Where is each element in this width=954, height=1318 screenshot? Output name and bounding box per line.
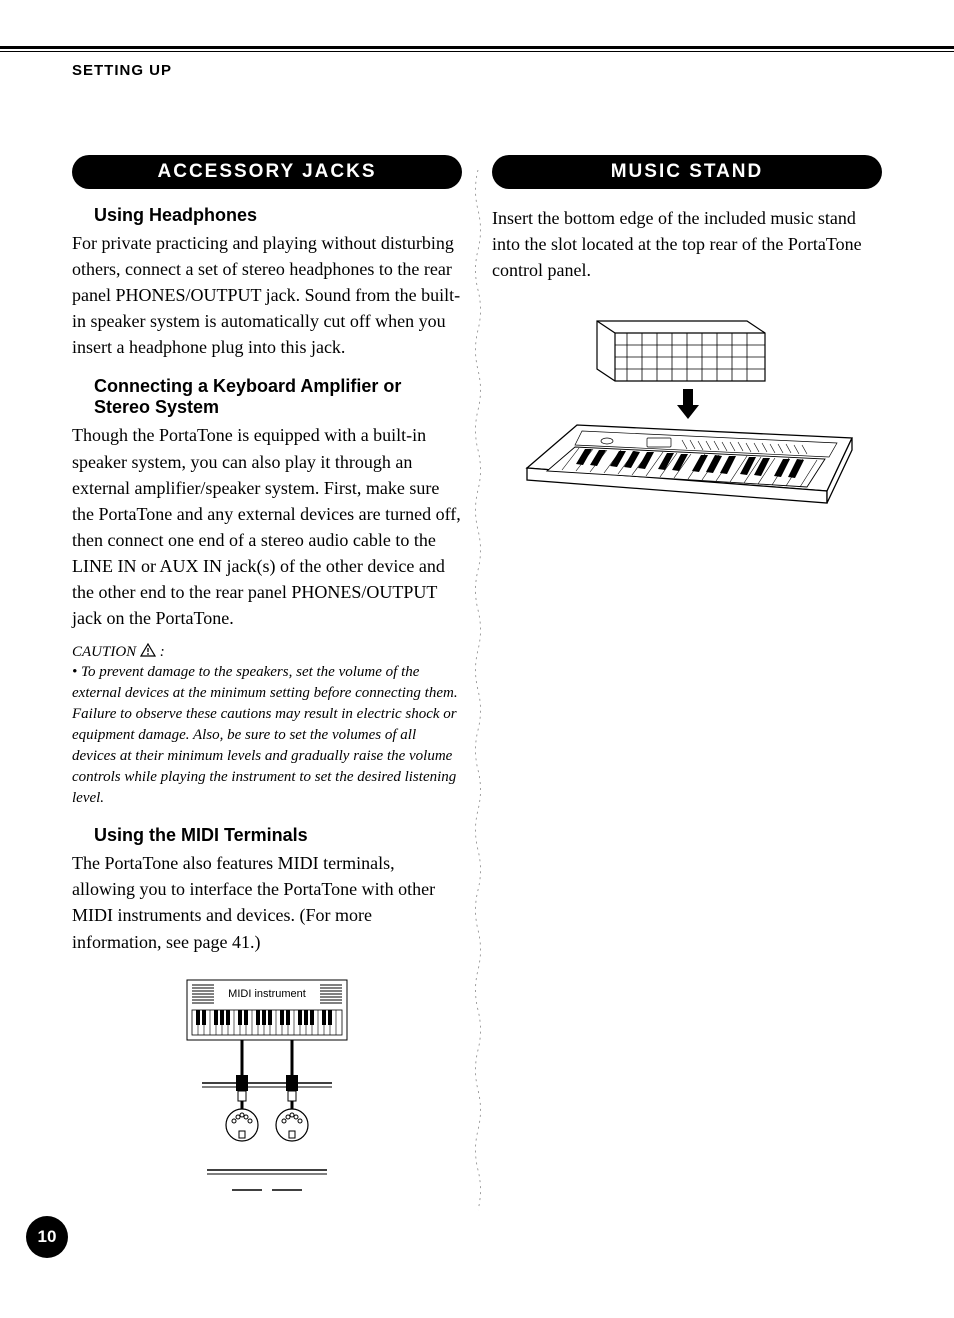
midi-diagram: MIDI instrument [182,975,352,1210]
warning-icon [140,643,156,662]
caution-word: CAUTION [72,644,136,660]
midi-body: The PortaTone also features MIDI termina… [72,850,462,954]
caution-colon: : [160,644,165,660]
page-number-badge: 10 [26,1216,68,1258]
right-column: MUSIC STAND Insert the bottom edge of th… [492,155,882,1210]
page-section-header: SETTING UP [72,62,172,79]
column-separator [472,170,484,1230]
midi-instrument-label: MIDI instrument [228,988,306,1000]
caution-label: CAUTION : [72,643,462,662]
using-headphones-heading: Using Headphones [94,205,462,226]
connecting-amp-body: Though the PortaTone is equipped with a … [72,422,462,631]
music-stand-body: Insert the bottom edge of the included m… [492,205,882,283]
page-top-rule [0,46,954,52]
keyboard-diagram [492,313,882,518]
caution-body: • To prevent damage to the speakers, set… [72,662,462,809]
midi-heading: Using the MIDI Terminals [94,825,462,846]
accessory-jacks-heading: ACCESSORY JACKS [72,155,462,189]
using-headphones-body: For private practicing and playing witho… [72,230,462,360]
music-stand-heading: MUSIC STAND [492,155,882,189]
connecting-amp-heading: Connecting a Keyboard Amplifier or Stere… [94,376,462,418]
left-column: ACCESSORY JACKS Using Headphones For pri… [72,155,462,1210]
